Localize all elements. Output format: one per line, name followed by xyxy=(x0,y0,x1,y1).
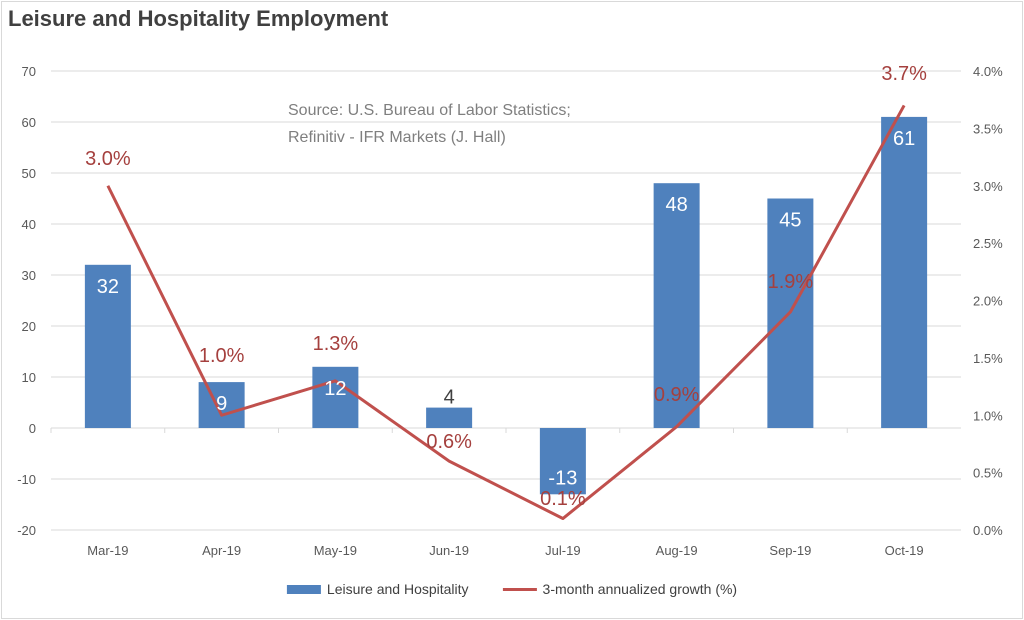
line-data-label: 0.1% xyxy=(540,488,586,510)
x-tick-label: Mar-19 xyxy=(87,543,128,558)
line-data-label: 1.0% xyxy=(199,345,245,367)
y2-tick-label: 1.0% xyxy=(973,408,1003,423)
x-tick-label: May-19 xyxy=(314,543,357,558)
bar xyxy=(426,407,473,428)
legend-swatch-bar xyxy=(286,584,321,594)
legend-swatch-line xyxy=(502,587,537,591)
x-tick-label: Jul-19 xyxy=(545,543,580,558)
y-tick-label: -20 xyxy=(17,523,36,538)
y-tick-label: 0 xyxy=(29,421,36,436)
source-annotation: Source: U.S. Bureau of Labor Statistics;… xyxy=(288,97,571,151)
bar-data-label: -13 xyxy=(548,467,577,489)
bar-data-label: 61 xyxy=(893,128,915,150)
y-tick-label: 40 xyxy=(22,217,36,232)
x-tick-label: Apr-19 xyxy=(202,543,241,558)
bar xyxy=(312,366,359,428)
bar xyxy=(198,382,245,428)
source-line-1: Source: U.S. Bureau of Labor Statistics; xyxy=(288,102,571,119)
bar-data-label: 4 xyxy=(444,387,455,409)
source-line-2: Refinitiv - IFR Markets (J. Hall) xyxy=(288,129,506,146)
y2-tick-label: 4.0% xyxy=(973,64,1003,79)
y2-tick-label: 0.5% xyxy=(973,466,1003,481)
line-data-label: 1.9% xyxy=(768,271,814,293)
y-tick-label: 10 xyxy=(22,370,36,385)
bar xyxy=(539,428,586,495)
y-tick-label: 50 xyxy=(22,166,36,181)
y2-tick-label: 2.0% xyxy=(973,294,1003,309)
bar-data-label: 9 xyxy=(216,393,227,415)
y-tick-label: 20 xyxy=(22,319,36,334)
y-tick-label: -10 xyxy=(17,472,36,487)
y-tick-label: 70 xyxy=(22,64,36,79)
line-data-label: 0.6% xyxy=(426,431,472,453)
x-tick-label: Jun-19 xyxy=(429,543,469,558)
bar xyxy=(84,264,131,428)
legend-label-line: 3-month annualized growth (%) xyxy=(542,581,738,597)
y2-tick-label: 2.5% xyxy=(973,236,1003,251)
growth-line xyxy=(106,104,906,521)
legend-item-line: 3-month annualized growth (%) xyxy=(502,581,738,597)
y2-tick-label: 3.0% xyxy=(973,179,1003,194)
bar xyxy=(881,116,928,429)
line-data-label: 3.0% xyxy=(85,148,131,170)
chart-title: Leisure and Hospitality Employment xyxy=(8,6,389,31)
x-tick-label: Sep-19 xyxy=(769,543,811,558)
x-tick-label: Aug-19 xyxy=(656,543,698,558)
y-tick-label: 30 xyxy=(22,268,36,283)
line-data-label: 3.7% xyxy=(881,63,927,85)
x-tick-label: Oct-19 xyxy=(885,543,924,558)
y2-tick-label: 0.0% xyxy=(973,523,1003,538)
bar-data-label: 45 xyxy=(779,210,801,232)
legend-item-bars: Leisure and Hospitality xyxy=(286,581,469,597)
y2-tick-label: 3.5% xyxy=(973,121,1003,136)
legend-label-bars: Leisure and Hospitality xyxy=(326,581,469,597)
bar-data-label: 32 xyxy=(97,276,119,298)
line-data-label: 0.9% xyxy=(654,384,700,406)
legend: Leisure and Hospitality 3-month annualiz… xyxy=(286,581,738,597)
bar-data-label: 12 xyxy=(324,378,346,400)
bar-data-label: 48 xyxy=(666,194,688,216)
line-data-label: 1.3% xyxy=(313,333,359,355)
y-tick-label: 60 xyxy=(22,115,36,130)
y2-tick-label: 1.5% xyxy=(973,351,1003,366)
bar xyxy=(653,183,700,428)
